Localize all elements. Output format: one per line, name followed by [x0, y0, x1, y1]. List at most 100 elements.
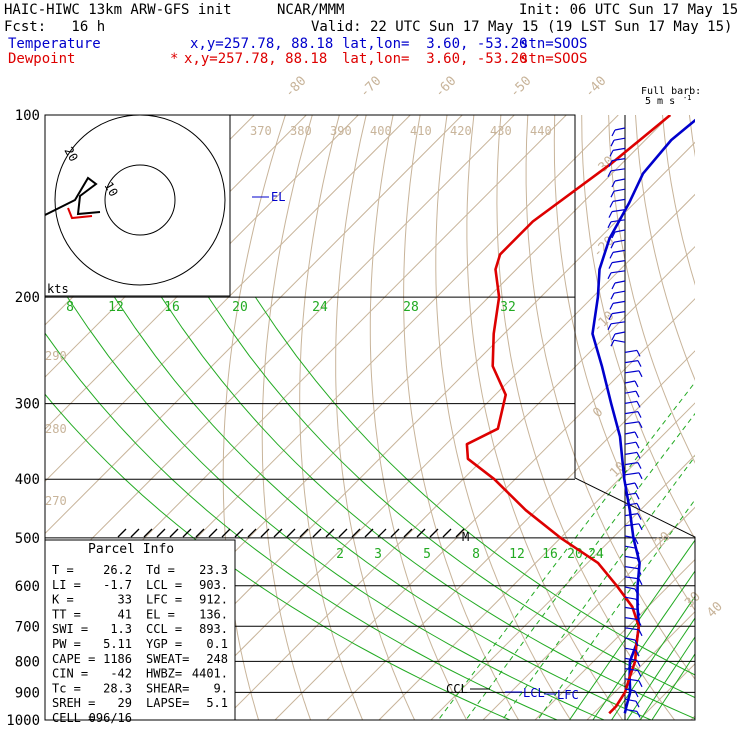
- parcel-row-value: 1.3: [110, 622, 132, 636]
- mixing-ratio-label: 28: [403, 300, 419, 315]
- isotherm-line: [45, 115, 515, 587]
- dry-adiabat-line: [553, 115, 695, 612]
- wind-barb-feather: [607, 221, 612, 229]
- wind-barb: [624, 411, 639, 415]
- wind-barb: [624, 482, 636, 486]
- mixing-ratio-label: 20: [232, 300, 248, 315]
- wind-barb: [614, 229, 626, 233]
- wind-barb: [624, 380, 636, 384]
- hatch-mark: [299, 528, 309, 538]
- pressure-label: 800: [15, 654, 40, 670]
- theta-side-label: 280: [45, 422, 67, 436]
- parcel-row-key: TT =: [52, 607, 81, 621]
- hatch-mark: [390, 528, 400, 538]
- hatch-mark: [312, 528, 322, 538]
- mixing-ratio-label-low: 16: [542, 547, 558, 562]
- wind-barb: [624, 576, 640, 580]
- dry-adiabat-line: [525, 115, 695, 680]
- dry-adiabat-line: [299, 115, 364, 720]
- parcel-row-value2: 9.: [214, 681, 228, 695]
- wind-barb: [611, 311, 626, 315]
- parcel-info-box: [44, 539, 236, 721]
- wind-barb-feather: [638, 472, 643, 480]
- wind-barb-feather: [609, 150, 614, 157]
- wind-barb: [613, 239, 626, 243]
- isotherm-label: 30: [682, 589, 704, 611]
- pressure-label: 700: [15, 619, 40, 635]
- wind-barb-feather: [608, 313, 613, 320]
- dry-adiabat-line: [403, 115, 520, 720]
- legend-dewpoint-label: Dewpoint: [8, 51, 76, 67]
- wind-barb: [624, 421, 640, 425]
- wind-barb-feather: [638, 680, 643, 688]
- forecast-hour: Fcst: 16 h: [4, 19, 106, 35]
- wind-barb-feather: [610, 241, 615, 249]
- isotherm-line: [170, 193, 695, 720]
- legend-temperature-label: Temperature: [8, 36, 101, 52]
- wind-barb-feather: [610, 292, 615, 300]
- hatch-mark: [130, 528, 140, 538]
- isotherm-label: 10: [607, 459, 629, 481]
- isotherm-line: [45, 115, 463, 535]
- theta-label: 370: [250, 124, 272, 138]
- parcel-row-value: -42: [110, 667, 132, 681]
- theta-side-label: 290: [45, 349, 67, 363]
- wind-barb-feather: [636, 401, 641, 408]
- org-label: NCAR/MMM: [277, 2, 345, 18]
- hodograph-ring-10: [104, 164, 176, 236]
- hatch-mark: [208, 528, 218, 538]
- parcel-row-key2: HWBZ=: [146, 667, 182, 681]
- wind-barb: [612, 147, 626, 151]
- wind-barb-feather: [638, 421, 643, 429]
- wind-barb: [624, 555, 638, 559]
- dry-adiabat-line: [688, 115, 695, 158]
- hodograph-ring-20: [54, 114, 226, 286]
- mixing-ratio-line: [465, 412, 695, 720]
- mixing-ratio-line: [639, 636, 695, 720]
- wind-barb: [624, 647, 637, 651]
- wind-barb-feather: [635, 390, 640, 398]
- mixing-ratio-line: [626, 617, 695, 720]
- barb-title: Full barb:: [641, 86, 701, 97]
- legend-temperature-xy: x,y=257.78, 88.18: [190, 36, 334, 52]
- wind-barb-feather: [636, 452, 641, 459]
- wind-barb: [612, 249, 626, 253]
- wind-barb-feather: [638, 578, 643, 586]
- init-time: Init: 06 UTC Sun 17 May 15: [519, 2, 739, 18]
- wind-barb-feather: [634, 431, 639, 439]
- barb-unit: 5 m s: [645, 96, 675, 107]
- wind-barb-feather: [636, 503, 641, 510]
- hatch-mark: [403, 528, 413, 538]
- wind-barb-feather: [638, 523, 643, 531]
- wind-barb-feather: [637, 513, 642, 520]
- wind-barb: [624, 668, 639, 672]
- parcel-row-value: -1.7: [103, 578, 132, 592]
- hatch-mark: [377, 528, 387, 538]
- wind-barb: [611, 209, 626, 213]
- hatch-mark: [429, 528, 439, 538]
- hodograph-trace-low: [67, 207, 93, 220]
- hatch-mark: [455, 528, 465, 538]
- hatch-mark: [286, 528, 296, 538]
- parcel-row-value: 41: [118, 607, 132, 621]
- wind-barb: [624, 390, 637, 394]
- isotherm-line: [430, 454, 695, 720]
- wind-barb-feather: [608, 211, 613, 218]
- hatch-mark: [351, 528, 361, 538]
- wind-barb: [624, 360, 639, 364]
- wind-barb: [613, 188, 626, 192]
- parcel-row-value: 096/16: [89, 711, 132, 725]
- isotherm-line: [378, 402, 695, 720]
- parcel-row-key: SWI =: [52, 622, 88, 636]
- parcel-row-value: 29: [118, 696, 132, 710]
- mixing-ratio-line: [610, 595, 695, 720]
- isotherm-line: [274, 298, 695, 720]
- wind-barb-feather: [634, 537, 639, 545]
- wind-barb: [611, 260, 626, 264]
- mixing-ratio-label-low: 2: [336, 547, 344, 562]
- wind-barb: [624, 606, 638, 610]
- legend-dewpoint-stn: stn=SOOS: [520, 51, 588, 67]
- wind-barb: [624, 698, 637, 702]
- dry-adiabat-line: [716, 115, 740, 733]
